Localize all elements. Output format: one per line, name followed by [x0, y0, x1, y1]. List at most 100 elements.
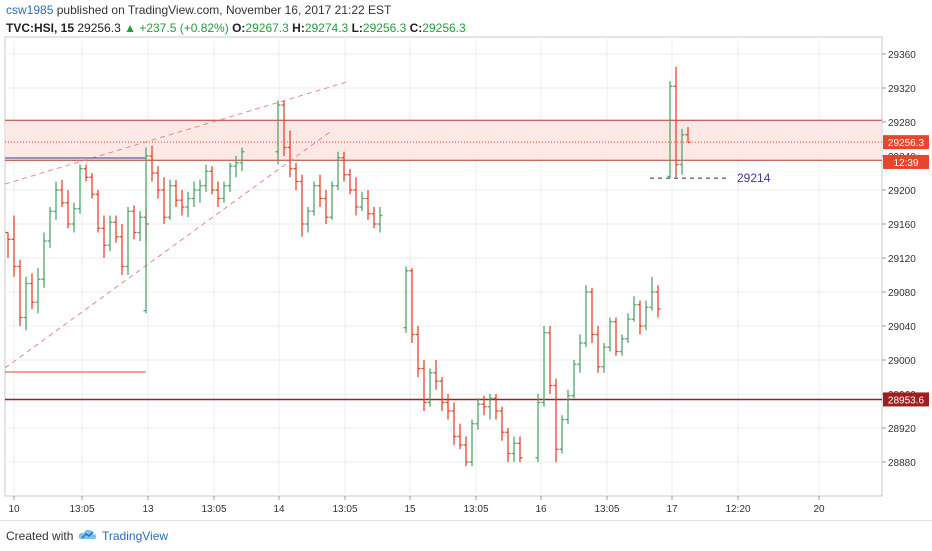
price-chart[interactable]: 2888028920289602900029040290802912029160…	[0, 0, 932, 520]
ohlc-bar	[475, 398, 481, 430]
ohlc-bar	[89, 173, 95, 199]
ohlc-bar	[65, 190, 71, 229]
ohlc-bar	[119, 224, 125, 275]
ohlc-bar	[487, 394, 493, 420]
ohlc-bar	[421, 360, 427, 411]
author-link[interactable]: csw1985	[6, 3, 54, 17]
ohlc-bar	[143, 147, 149, 314]
ohlc-bar	[293, 162, 299, 190]
ohlc-bar	[439, 377, 445, 411]
ohlc-bar	[365, 190, 371, 220]
ohlc-bar	[493, 394, 499, 420]
price-badge-text: 29256.3	[888, 138, 925, 149]
x-tick-label: 13:05	[594, 504, 619, 515]
y-tick-label: 29280	[888, 118, 916, 129]
x-tick-label: 13:05	[201, 504, 226, 515]
ohlc-bar	[673, 66, 679, 178]
symbol-label: TVC:HSI, 15	[6, 21, 75, 35]
ohlc-bar	[613, 317, 619, 356]
last-price: 29256.3	[77, 21, 121, 35]
publish-line: csw1985 published on TradingView.com, No…	[6, 2, 466, 18]
open-label: O:	[232, 21, 246, 35]
footer-bar: Created with TradingView	[0, 520, 932, 551]
annotation-label: 29214	[737, 171, 771, 185]
y-tick-label: 28920	[888, 424, 916, 435]
price-badge: 29256.3	[883, 135, 929, 150]
ohlc-bar	[275, 100, 281, 165]
close-value: 29256.3	[422, 21, 466, 35]
ohlc-bar	[83, 164, 89, 182]
ohlc-bar	[161, 177, 167, 224]
ohlc-bar	[317, 174, 323, 207]
y-tick-label: 29120	[888, 254, 916, 265]
ohlc-bar	[77, 164, 83, 214]
ohlc-bar	[433, 360, 439, 390]
ohlc-bar	[335, 151, 341, 190]
ohlc-bar	[5, 231, 11, 258]
ohlc-bar	[377, 207, 383, 233]
ohlc-bar	[499, 406, 505, 441]
y-tick-label: 29080	[888, 288, 916, 299]
ohlc-bar	[353, 177, 359, 216]
ohlc-bar	[23, 276, 29, 331]
x-tick-label: 17	[666, 504, 678, 515]
price-badge-bg	[883, 392, 929, 407]
x-tick-label: 14	[273, 504, 285, 515]
ohlc-bar	[137, 211, 143, 241]
ohlc-bar	[203, 164, 209, 192]
ohlc-bar	[571, 360, 577, 399]
ohlc-bar	[167, 179, 173, 220]
tradingview-cloud-icon	[78, 529, 97, 540]
ohlc-bar	[535, 394, 541, 462]
session-15	[403, 266, 523, 467]
ohlc-bar	[323, 190, 329, 224]
price-badge-text: 12:39	[893, 158, 918, 169]
ohlc-bar	[185, 191, 191, 218]
created-with-label: Created with	[6, 529, 74, 543]
high-label: H:	[292, 21, 305, 35]
ohlc-bar	[29, 273, 35, 309]
ohlc-bar	[445, 394, 451, 420]
ohlc-bar	[359, 191, 365, 212]
ohlc-bar	[427, 368, 433, 407]
x-tick-label: 13:05	[332, 504, 357, 515]
ohlc-bar	[113, 215, 119, 243]
tradingview-brand[interactable]: TradingView	[102, 529, 169, 543]
publish-info: published on TradingView.com, November 1…	[56, 3, 392, 17]
up-arrow-icon: ▲	[124, 21, 136, 35]
ohlc-bar	[299, 174, 305, 237]
ohlc-bar	[643, 300, 649, 331]
ohlc-bar	[215, 181, 221, 207]
high-value: 29274.3	[304, 21, 349, 35]
ohlc-bar	[403, 266, 409, 333]
ohlc-bar	[409, 268, 415, 343]
ohlc-bar	[191, 181, 197, 207]
ohlc-bar	[59, 179, 65, 207]
ohlc-bar	[649, 276, 655, 311]
plot-area	[4, 36, 883, 497]
ohlc-bar	[457, 423, 463, 450]
upper-trend-line	[4, 80, 351, 185]
ohlc-bar	[595, 326, 601, 373]
ohlc-bar	[553, 378, 559, 462]
ohlc-bar	[463, 436, 469, 467]
x-tick-label: 15	[404, 504, 416, 515]
ohlc-bar	[221, 181, 227, 203]
ohlc-bar	[505, 428, 511, 462]
ohlc-bar	[565, 389, 571, 424]
ohlc-bar	[197, 179, 203, 203]
price-badge-bg	[883, 135, 929, 150]
x-tick-label: 13:05	[463, 504, 488, 515]
ohlc-bar	[131, 205, 137, 240]
ohlc-bar	[655, 285, 661, 318]
ohlc-bar	[71, 202, 77, 233]
ohlc-bar	[371, 207, 377, 229]
ohlc-bar	[601, 343, 607, 373]
y-tick-label: 29040	[888, 322, 916, 333]
ohlc-bar	[47, 207, 53, 248]
ohlc-bar	[329, 181, 335, 220]
chart-header: csw1985 published on TradingView.com, No…	[6, 2, 466, 36]
ohlc-bar	[679, 128, 685, 175]
ohlc-bar	[619, 334, 625, 356]
x-tick-label: 10	[8, 504, 20, 515]
